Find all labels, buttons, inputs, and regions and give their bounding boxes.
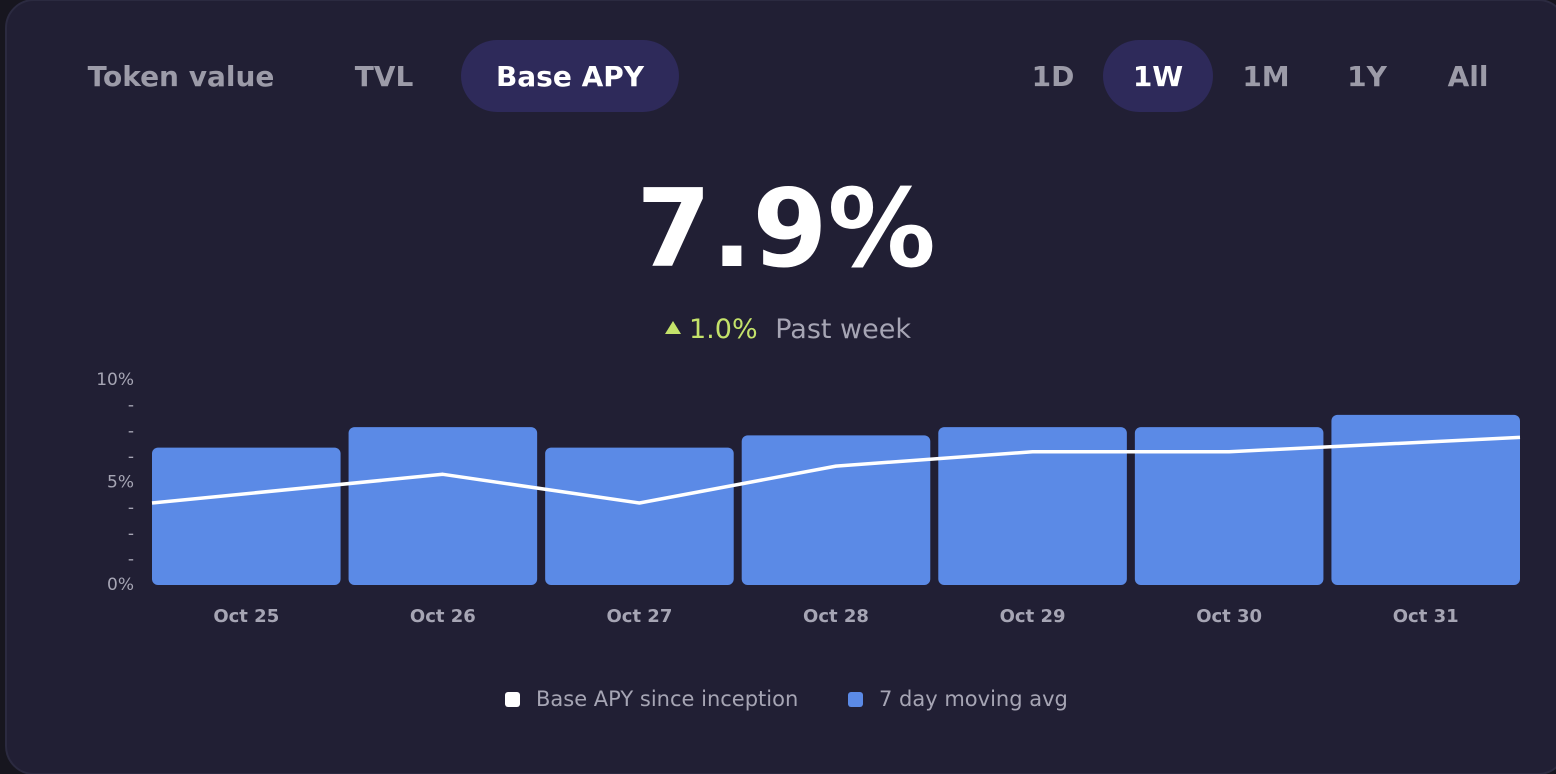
x-tick-label: Oct 29 [1000, 606, 1066, 627]
bar [938, 427, 1127, 585]
change-label: Past week [775, 314, 911, 345]
x-tick-label: Oct 27 [606, 606, 672, 627]
headline-value: 7.9% [636, 167, 936, 292]
y-tick-label: 10% [96, 370, 134, 390]
y-tick-label: - [128, 498, 134, 518]
bar [545, 447, 734, 585]
x-tick-label: Oct 26 [410, 606, 476, 627]
legend-swatch [848, 692, 863, 707]
y-tick-label: 5% [107, 473, 134, 493]
y-tick-label: - [128, 549, 134, 569]
bar [741, 435, 931, 585]
range[interactable]: 1W [1133, 60, 1183, 93]
bar [1331, 414, 1520, 585]
y-tick-label: - [128, 421, 134, 441]
tab[interactable]: Base APY [496, 60, 645, 93]
tab-pill[interactable] [461, 40, 679, 112]
headline-change: 1.0% Past week [689, 314, 911, 345]
card [5, 0, 1556, 774]
y-tick-label: - [128, 524, 134, 544]
change-value: 1.0% [689, 314, 758, 345]
legend-label: 7 day moving avg [879, 687, 1068, 711]
range-pill[interactable] [1103, 40, 1213, 112]
range[interactable]: 1M [1242, 60, 1289, 93]
bar [348, 427, 538, 585]
range[interactable]: 1D [1032, 60, 1075, 93]
up-arrow [665, 321, 681, 334]
bar [1134, 427, 1324, 585]
x-tick-label: Oct 30 [1196, 606, 1262, 627]
x-tick-label: Oct 28 [803, 606, 869, 627]
y-tick-label: 0% [107, 575, 134, 595]
range[interactable]: All [1448, 60, 1489, 93]
legend-swatch [505, 692, 520, 707]
legend-label: Base APY since inception [536, 687, 798, 711]
range[interactable]: 1Y [1347, 60, 1387, 93]
y-tick-label: - [128, 447, 134, 467]
tab[interactable]: TVL [355, 60, 414, 93]
bar [152, 447, 341, 585]
x-tick-label: Oct 25 [213, 606, 279, 627]
x-tick-label: Oct 31 [1393, 606, 1459, 627]
tab[interactable]: Token value [88, 60, 275, 93]
y-tick-label: - [128, 396, 134, 416]
line [151, 435, 1521, 505]
